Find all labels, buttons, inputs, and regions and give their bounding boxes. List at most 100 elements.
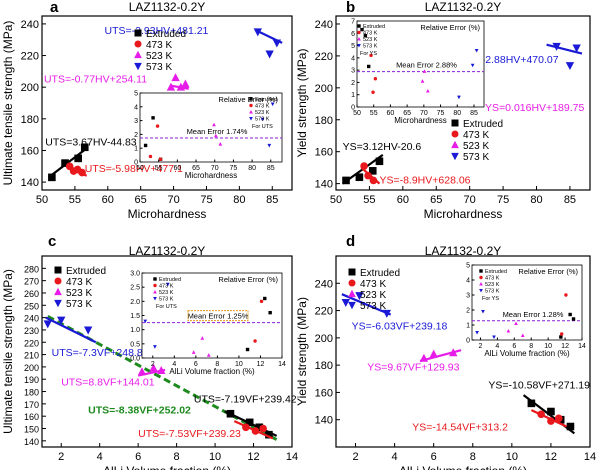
data-point-extruded	[547, 407, 555, 416]
inset-point-extruded	[263, 296, 267, 301]
inset-point-473	[564, 293, 568, 297]
legend-label: 473 K	[360, 279, 386, 290]
inset-legend-marker	[249, 97, 253, 101]
y-tick-label: 240	[315, 278, 333, 290]
inset-point-573	[260, 117, 265, 122]
data-point-523	[157, 366, 166, 375]
data-point-extruded	[80, 143, 89, 152]
inset-relative-error: 2 4 6 8 10 12 14 0.0 0.5 1.0 1.5 2.0 2.5 3.0 AlLi Volu…	[130, 271, 286, 377]
mean-error-highlight	[187, 310, 249, 322]
y-tick-label: 180	[21, 114, 39, 126]
inset-legend-note: For YS	[360, 51, 377, 57]
data-point-523	[419, 353, 429, 362]
legend-label: 523 K	[360, 290, 386, 301]
inset-legend-marker	[479, 288, 483, 293]
plot-frame	[41, 255, 293, 448]
y-tick-label: 190	[24, 375, 39, 385]
y-tick-label: 270	[24, 277, 39, 287]
legend-label: 573 K	[360, 301, 386, 312]
data-point-extruded	[355, 173, 364, 182]
data-point-extruded	[566, 422, 575, 431]
inset-x-tick-label: 80	[248, 165, 256, 172]
inset-legend-label: 523 K	[159, 290, 174, 296]
inset-legend-marker	[153, 296, 157, 301]
x-axis-label: AlLi Volume fraction (%)	[399, 464, 527, 470]
inset-legend-label: 523 K	[485, 282, 500, 288]
x-tick-label: 65	[135, 194, 147, 206]
inset-point-473	[158, 157, 163, 161]
legend-marker	[134, 40, 142, 48]
inset-legend-marker	[249, 116, 253, 121]
x-tick-label: 50	[36, 194, 48, 206]
y-tick-label: 150	[24, 425, 39, 435]
inset-title: Relative Error (%)	[218, 95, 278, 104]
mean-error-label: Mean Error 1.74%	[187, 127, 248, 136]
inset-y-tick-label: 6	[351, 31, 355, 38]
inset-legend-marker	[479, 281, 483, 286]
inset-x-tick-label: 85	[470, 110, 478, 117]
legend-label: 573 K	[146, 62, 172, 73]
inset-point-523	[420, 79, 425, 83]
inset-point-extruded	[151, 116, 155, 120]
y-tick-label: 200	[21, 82, 39, 94]
x-tick-label: 8	[470, 451, 476, 463]
mean-error-label: Mean Error 1.25%	[188, 312, 249, 321]
legend-label: 473 K	[463, 130, 489, 141]
inset-x-tick-label: 75	[230, 165, 238, 172]
inset-legend-note: For UTS	[156, 304, 177, 310]
data-point-523	[429, 349, 438, 358]
x-tick-label: 85	[564, 194, 576, 206]
y-axis-label: Yield strength (MPa)	[295, 297, 309, 406]
data-point-473	[251, 427, 260, 435]
x-tick-label: 6	[135, 451, 141, 463]
fit-equation: UTS=8.8VF+144.01	[61, 376, 155, 388]
inset-relative-error: 50 55 60 65 70 75 80 85 0 1 2 3 4 5 Microhardness Mean …	[134, 91, 283, 180]
fit-equation: UTS=-0.77HV+254.11	[44, 73, 147, 85]
inset-legend-label: 523 K	[255, 110, 270, 116]
x-tick-label: 55	[69, 194, 81, 206]
inset-point-extruded	[245, 347, 250, 352]
inset-x-tick-label: 10	[235, 361, 243, 368]
legend-marker	[451, 140, 459, 149]
y-tick-label: 230	[24, 326, 39, 336]
inset-legend-marker	[357, 36, 361, 41]
y-tick-label: 220	[24, 338, 39, 348]
y-tick-label: 240	[24, 314, 39, 324]
inset-legend-label: Extruded	[159, 277, 181, 283]
x-axis-label: AlLi Volume fraction (%)	[103, 464, 231, 470]
inset-point-573	[492, 335, 496, 340]
inset-legend-marker	[357, 24, 361, 28]
inset-x-tick-label: 80	[453, 110, 461, 117]
inset-legend-marker	[479, 275, 483, 280]
y-tick-label: 140	[21, 177, 39, 189]
inset-point-extruded	[571, 317, 576, 321]
fit-equation: YS=9.67VF+129.93	[367, 362, 459, 374]
panel-label: a	[50, 0, 59, 16]
plot-frame	[335, 255, 591, 448]
x-tick-label: 2	[352, 451, 358, 463]
y-tick-label: 220	[315, 306, 333, 318]
data-point-extruded	[245, 418, 254, 427]
x-tick-label: 65	[430, 194, 442, 206]
inset-y-tick-label: 0	[466, 338, 470, 345]
data-point-extruded	[61, 159, 69, 167]
inset-point-extruded	[363, 34, 368, 38]
x-tick-label: 55	[363, 194, 375, 206]
inset-point-523	[514, 321, 518, 326]
y-axis-label: Ultimate tensile strength (MPa)	[1, 269, 15, 434]
x-tick-label: 60	[102, 194, 114, 206]
data-point-523	[176, 82, 185, 91]
inset-x-tick-label: 70	[211, 165, 219, 172]
legend-marker	[348, 289, 356, 298]
inset-legend-marker	[357, 30, 361, 35]
inset-point-573	[474, 48, 479, 53]
inset-x-tick-label: 65	[192, 165, 200, 172]
inset-title: Relative Error (%)	[218, 275, 278, 284]
data-point-573	[341, 298, 350, 307]
legend-marker	[348, 268, 356, 276]
legend-marker	[348, 301, 356, 310]
inset-legend-label: 573 K	[363, 44, 378, 50]
